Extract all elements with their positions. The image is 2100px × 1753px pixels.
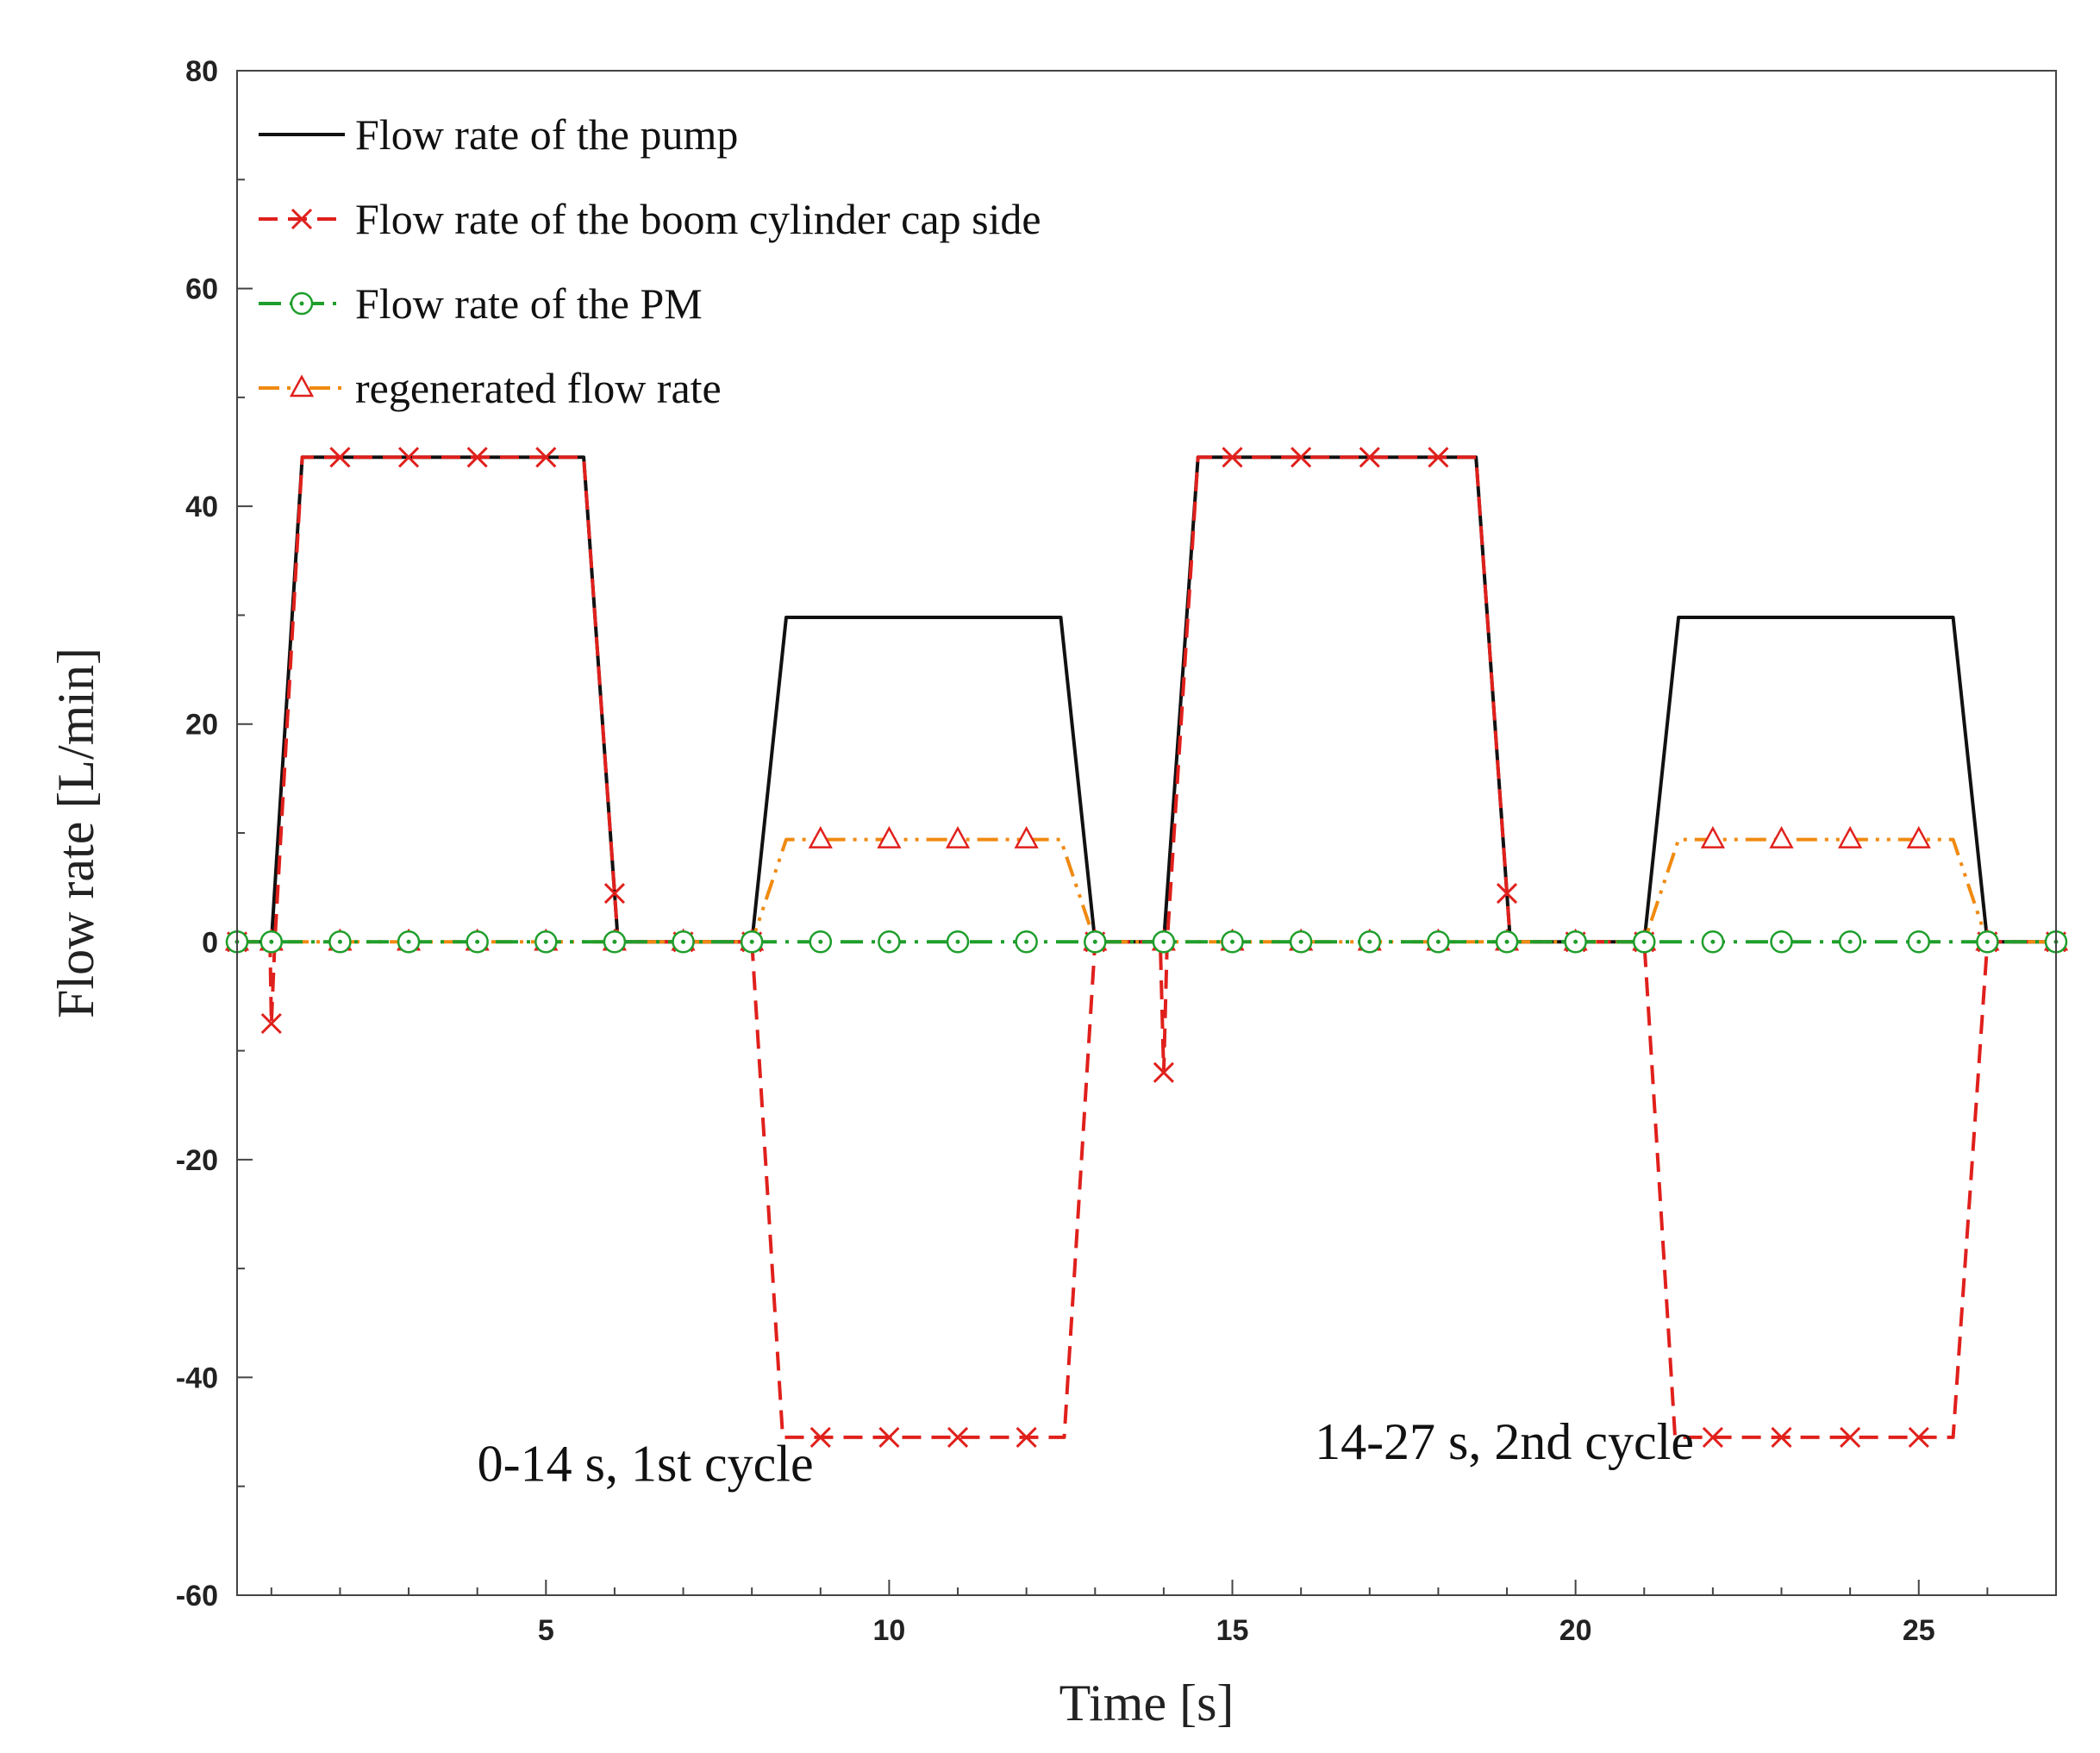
data-point-marker bbox=[947, 1426, 969, 1448]
data-point-marker bbox=[1495, 930, 1519, 954]
tick-layer: 5 10 15 20 25 -60 -40 -20 0 20 40 60 80 bbox=[176, 55, 2057, 1647]
data-point-marker bbox=[1976, 930, 1999, 954]
data-point-marker bbox=[1428, 447, 1449, 468]
legend-item-3: Flow rate of the PM bbox=[259, 279, 703, 328]
legend-marker-swatch bbox=[290, 291, 314, 316]
data-point-marker bbox=[1084, 930, 1107, 954]
data-point-marker bbox=[1014, 825, 1039, 848]
y-tick-label: 40 bbox=[185, 491, 218, 523]
plot-frame bbox=[236, 70, 2057, 1596]
data-point-marker bbox=[1840, 1426, 1861, 1448]
data-point-marker bbox=[946, 930, 970, 954]
data-point-marker bbox=[466, 930, 489, 954]
series-layer bbox=[224, 447, 2069, 1448]
data-point-marker bbox=[1769, 825, 1794, 848]
data-point-marker bbox=[1701, 930, 1725, 954]
legend-item-4: regenerated flow rate bbox=[259, 364, 722, 412]
data-point-marker bbox=[1838, 930, 1862, 954]
cycle-annotation: 14-27 s, 2nd cycle bbox=[1315, 1413, 1694, 1470]
data-point-marker bbox=[1908, 1426, 1929, 1448]
x-tick-label: 10 bbox=[873, 1614, 906, 1647]
data-point-marker bbox=[1222, 447, 1243, 468]
data-point-marker bbox=[397, 930, 421, 954]
data-point-marker bbox=[1153, 1061, 1174, 1083]
axis-labels: Time [s] Flow rate [L/min] bbox=[47, 648, 1234, 1731]
legend: Flow rate of the pump Flow rate of the bo… bbox=[259, 110, 1041, 412]
y-tick-label: -20 bbox=[176, 1144, 218, 1177]
data-point-marker bbox=[1496, 883, 1518, 905]
data-point-marker bbox=[535, 447, 557, 468]
legend-marker-swatch bbox=[289, 374, 315, 398]
data-point-marker bbox=[878, 930, 901, 954]
series-3 bbox=[225, 930, 2068, 954]
data-point-marker bbox=[534, 930, 558, 954]
series-4 bbox=[224, 825, 2069, 951]
data-point-marker bbox=[1359, 447, 1380, 468]
y-tick-label: 20 bbox=[185, 709, 218, 742]
data-point-marker bbox=[603, 930, 627, 954]
data-point-marker bbox=[1358, 930, 1382, 954]
data-point-marker bbox=[672, 930, 695, 954]
x-tick-label: 15 bbox=[1216, 1614, 1249, 1647]
x-axis-label: Time [s] bbox=[1059, 1675, 1234, 1731]
y-tick-label: 80 bbox=[185, 55, 218, 88]
x-tick-label: 25 bbox=[1903, 1614, 1935, 1647]
legend-item-1: Flow rate of the pump bbox=[259, 110, 738, 159]
data-point-marker bbox=[328, 930, 352, 954]
data-point-marker bbox=[740, 930, 764, 954]
data-point-marker bbox=[1015, 930, 1038, 954]
y-axis-label: Flow rate [L/min] bbox=[47, 648, 104, 1018]
cycle-annotation: 0-14 s, 1st cycle bbox=[478, 1435, 814, 1492]
data-point-marker bbox=[945, 825, 971, 848]
data-point-marker bbox=[877, 825, 902, 848]
data-point-marker bbox=[1770, 930, 1793, 954]
data-point-marker bbox=[1221, 930, 1244, 954]
legend-marker-swatch bbox=[291, 208, 313, 230]
annotations: 0-14 s, 1st cycle 14-27 s, 2nd cycle bbox=[478, 1413, 1694, 1492]
data-point-marker bbox=[1906, 825, 1931, 848]
x-tick-label: 20 bbox=[1559, 1614, 1592, 1647]
data-point-marker bbox=[878, 1426, 900, 1448]
data-point-marker bbox=[1427, 930, 1450, 954]
data-point-marker bbox=[1289, 930, 1313, 954]
series-1 bbox=[237, 455, 2056, 944]
data-point-marker bbox=[809, 1426, 831, 1448]
data-point-marker bbox=[808, 825, 833, 848]
y-tick-label: -60 bbox=[176, 1580, 218, 1612]
data-point-marker bbox=[259, 930, 284, 954]
data-point-marker bbox=[1838, 825, 1863, 848]
y-tick-label: -40 bbox=[176, 1362, 218, 1394]
y-tick-label: 60 bbox=[185, 273, 218, 306]
data-point-marker bbox=[809, 930, 833, 954]
series-line bbox=[237, 837, 2056, 944]
data-point-marker bbox=[1564, 930, 1587, 954]
data-point-marker bbox=[397, 447, 420, 468]
data-point-marker bbox=[1700, 825, 1725, 848]
data-point-marker bbox=[1016, 1426, 1037, 1448]
data-point-marker bbox=[1771, 1426, 1792, 1448]
series-line bbox=[237, 455, 2056, 944]
data-point-marker bbox=[603, 883, 625, 905]
legend-label: Flow rate of the pump bbox=[355, 110, 738, 159]
data-point-marker bbox=[329, 447, 351, 468]
legend-label: Flow rate of the boom cylinder cap side bbox=[355, 195, 1041, 243]
data-point-marker bbox=[1907, 930, 1931, 954]
legend-label: regenerated flow rate bbox=[355, 364, 722, 412]
data-point-marker bbox=[260, 1012, 282, 1035]
data-point-marker bbox=[1152, 930, 1176, 954]
y-tick-label: 0 bbox=[202, 926, 218, 959]
data-point-marker bbox=[1633, 930, 1656, 954]
legend-item-2: Flow rate of the boom cylinder cap side bbox=[259, 195, 1041, 243]
legend-label: Flow rate of the PM bbox=[355, 279, 703, 328]
x-tick-label: 5 bbox=[538, 1614, 554, 1647]
data-point-marker bbox=[1702, 1426, 1723, 1448]
data-point-marker bbox=[466, 447, 488, 468]
data-point-marker bbox=[1291, 447, 1312, 468]
